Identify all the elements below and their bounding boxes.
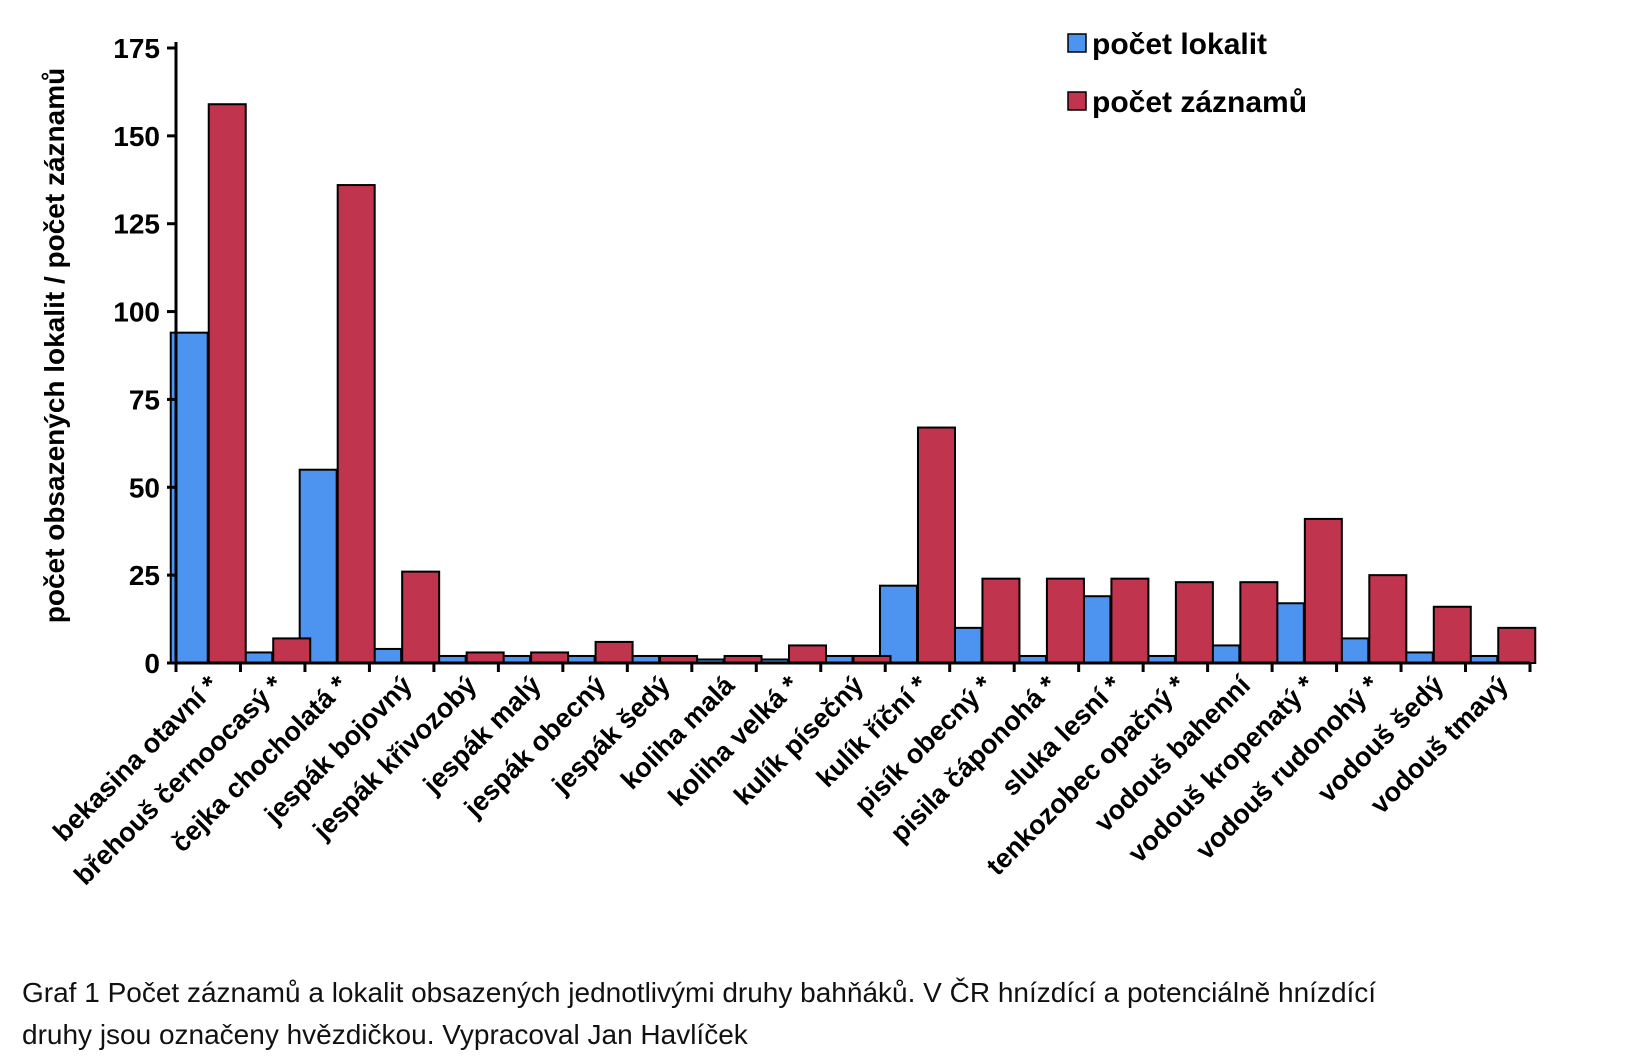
y-tick-label: 175	[113, 33, 160, 64]
legend-swatch-pocet-zaznamu	[1067, 91, 1087, 111]
bar-pocet-zaznamu	[1432, 605, 1472, 664]
category-labels-group: bekasina otavní *břehouš černoocasý *čej…	[47, 669, 1514, 891]
bar-pocet-zaznamu	[1045, 577, 1085, 665]
y-tick-label: 50	[129, 472, 160, 503]
y-tick-label: 25	[129, 560, 160, 591]
y-tick-label: 100	[113, 297, 160, 328]
figure-caption: Graf 1 Počet záznamů a lokalit obsazenýc…	[22, 972, 1582, 1056]
x-ticks-group	[174, 663, 1532, 672]
y-tick-label: 75	[129, 384, 160, 415]
bar-pocet-zaznamu	[336, 184, 376, 665]
bar-chart: 0 25 50 75 100 125 150 175 bekasina otavní *bře…	[39, 28, 1537, 891]
bars-group	[169, 103, 1537, 665]
bar-pocet-lokalit	[878, 584, 918, 665]
caption-line-1: Graf 1 Počet záznamů a lokalit obsazenýc…	[22, 977, 1377, 1008]
bar-pocet-zaznamu	[981, 577, 1021, 665]
bar-pocet-zaznamu	[1239, 581, 1279, 665]
bar-pocet-zaznamu	[1110, 577, 1150, 665]
bar-pocet-zaznamu	[207, 103, 247, 664]
bar-pocet-zaznamu	[401, 570, 441, 665]
bar-pocet-zaznamu	[1497, 626, 1537, 664]
y-tick-label: 0	[144, 648, 160, 679]
y-tick-label: 150	[113, 121, 160, 152]
bar-pocet-zaznamu	[788, 644, 828, 665]
legend-swatch-pocet-lokalit	[1067, 33, 1087, 53]
legend: počet lokalit počet záznamů	[1067, 28, 1307, 119]
bar-pocet-zaznamu	[1303, 517, 1343, 665]
caption-line-2: druhy jsou označeny hvězdičkou. Vypracov…	[22, 1019, 748, 1050]
bar-pocet-zaznamu	[272, 637, 312, 665]
bar-pocet-zaznamu	[465, 651, 505, 665]
y-tick-label: 125	[113, 209, 160, 240]
bar-pocet-zaznamu	[916, 426, 956, 664]
bar-pocet-zaznamu	[530, 651, 570, 665]
y-axis-title: počet obsazených lokalit / počet záznamů	[39, 68, 70, 623]
bar-pocet-zaznamu	[1174, 581, 1214, 665]
y-ticks-group: 0 25 50 75 100 125 150 175	[113, 33, 176, 679]
legend-label-pocet-zaznamu: počet záznamů	[1092, 86, 1307, 119]
bar-pocet-lokalit	[298, 468, 338, 665]
legend-label-pocet-lokalit: počet lokalit	[1092, 28, 1267, 61]
bar-pocet-zaznamu	[1368, 574, 1408, 665]
bar-pocet-zaznamu	[594, 640, 634, 665]
